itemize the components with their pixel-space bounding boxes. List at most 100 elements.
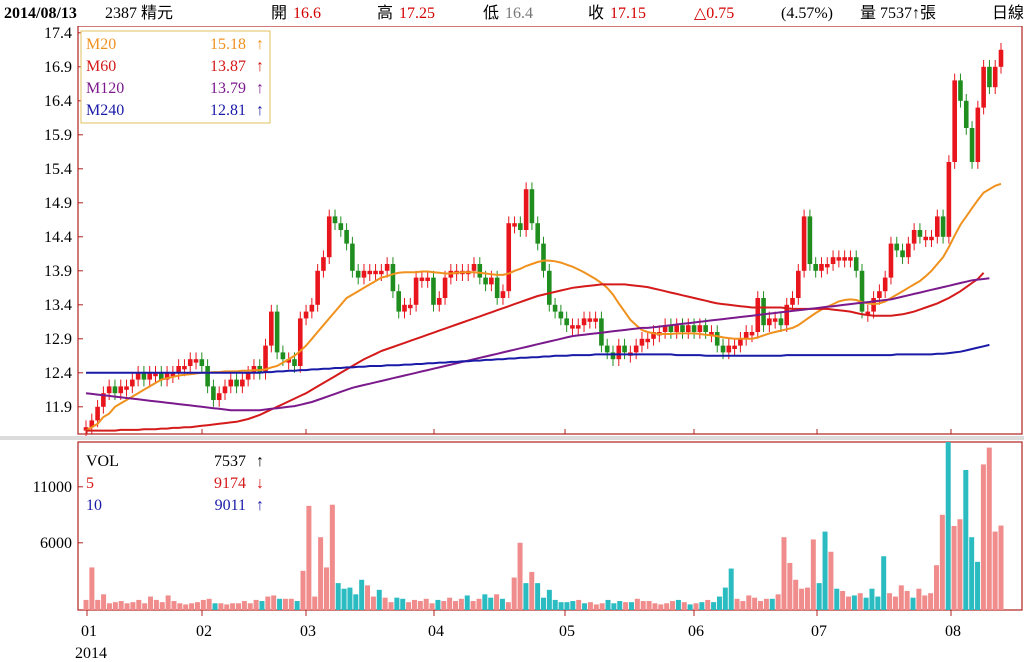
volume-bar [400,598,406,610]
volume-bar [423,598,429,610]
candle-body [952,80,957,162]
candle-body [506,223,512,292]
candle-body [581,318,587,326]
candle-body [784,304,790,326]
candle-body [668,325,674,332]
candle-body [882,277,888,292]
volume-bar [388,602,394,610]
ma-legend-arrow: ↑ [256,102,264,119]
candle-body [969,128,975,162]
candle-body [518,223,523,230]
volume-bar [259,601,265,610]
volume-bar [693,603,699,610]
candle-body [442,277,448,298]
volume-bar [89,567,95,610]
price-y-tick-label: 12.4 [44,365,72,382]
volume-bar [183,604,189,610]
volume-bar [148,596,154,610]
volume-bar [975,561,981,610]
candle-body [767,318,772,326]
candle-body [703,325,708,332]
volume-bar [101,594,107,610]
volume-bar [435,599,441,610]
volume-bar [189,603,195,610]
candle-body [176,366,181,373]
ma-line-m20 [85,182,1002,432]
volume-bar [840,590,846,610]
candle-body [987,66,992,88]
candle-body [940,216,946,237]
candle-body [639,338,645,346]
ma-legend-name: M20 [86,36,116,53]
volume-bar [593,604,599,610]
candle-body [355,270,361,278]
candle-body [361,270,367,278]
close-label: 收 [588,5,605,22]
candle-body [158,372,164,380]
candle-body [819,264,824,271]
x-tick-label: 08 [945,623,961,640]
volume-bar [658,604,664,610]
candle-body [570,325,575,329]
candle-body [877,291,882,298]
volume-bar [775,594,781,610]
candle-body [575,325,581,329]
candle-body [865,311,871,315]
volume-bar [570,601,576,610]
volume-bar [623,602,629,610]
volume-bar [241,601,247,610]
volume-bar [306,505,312,610]
candle-body [280,352,286,360]
candle-body [182,366,187,370]
volume-bar [447,597,453,610]
volume-y-tick-label: 6000 [40,535,72,552]
high-price: 17.25 [399,5,435,22]
candle-body [848,257,853,261]
candle-body [315,270,320,305]
volume-bar [499,598,505,610]
candle-body [709,332,714,336]
volume-bar [406,602,412,610]
candle-body [436,298,442,305]
volume-bar [106,603,112,610]
volume-bar [599,603,605,610]
volume-bar [347,587,353,610]
volume-legend-name: VOL [86,453,119,470]
candle-body [216,393,222,400]
candle-body [286,359,291,363]
volume-bar [887,593,893,610]
candle-body [633,345,639,353]
candle-body [732,345,737,349]
volume-plot-frame [77,441,1023,611]
candle-body [205,366,210,387]
volume-bar [705,599,711,610]
candle-body [558,311,564,319]
volume-bar [271,595,277,610]
volume-bar [740,601,746,610]
volume-legend-value: 7537 [214,453,246,470]
candle-body [153,372,158,377]
volume-bar [904,590,910,610]
candle-body [958,80,963,101]
volume-bar [675,599,681,610]
candle-body [118,386,124,394]
volume-bar [846,596,851,610]
ma-legend [80,30,271,124]
candle-body [836,257,842,261]
x-tick-label: 05 [559,623,575,640]
candle-body [801,216,807,271]
candle-body [408,304,413,309]
candle-body [923,236,929,241]
candle-body [425,277,430,281]
volume-bar [159,602,165,610]
volume-label: 量 [860,5,877,22]
volume-bar [587,602,593,610]
ma-legend-arrow: ↑ [256,36,264,53]
candle-body [471,264,477,271]
volume-bar [810,539,816,610]
ma-line-m60 [86,272,985,432]
volume-bar [728,568,734,610]
volume-bar [136,599,142,610]
candle-body [824,264,830,268]
volume-bar [699,602,705,610]
